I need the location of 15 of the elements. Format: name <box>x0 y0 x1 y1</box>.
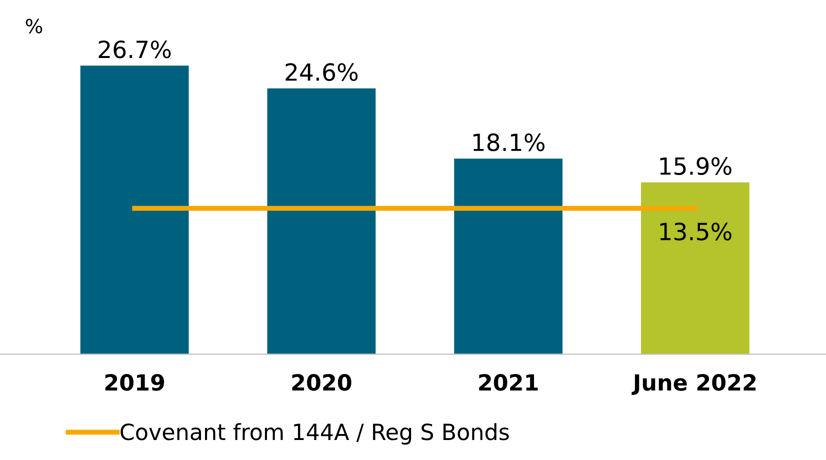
data-label: 24.6% <box>286 63 358 81</box>
bar <box>640 182 750 354</box>
x-tick-label: 2021 <box>479 374 538 391</box>
x-tick-label: 2019 <box>105 374 164 391</box>
data-label: 26.7% <box>98 40 171 58</box>
bar <box>454 158 562 354</box>
x-tick-label: June 2022 <box>632 374 756 395</box>
data-label: 18.1% <box>473 133 545 152</box>
x-tick-label: 2020 <box>292 374 352 391</box>
data-label: 13.5% <box>660 222 732 240</box>
legend-label: Covenant from 144A / Reg S Bonds <box>120 423 509 445</box>
y-axis-title: % <box>26 18 42 34</box>
bar <box>267 88 376 354</box>
bar <box>80 66 189 354</box>
data-label: 15.9% <box>660 157 732 176</box>
